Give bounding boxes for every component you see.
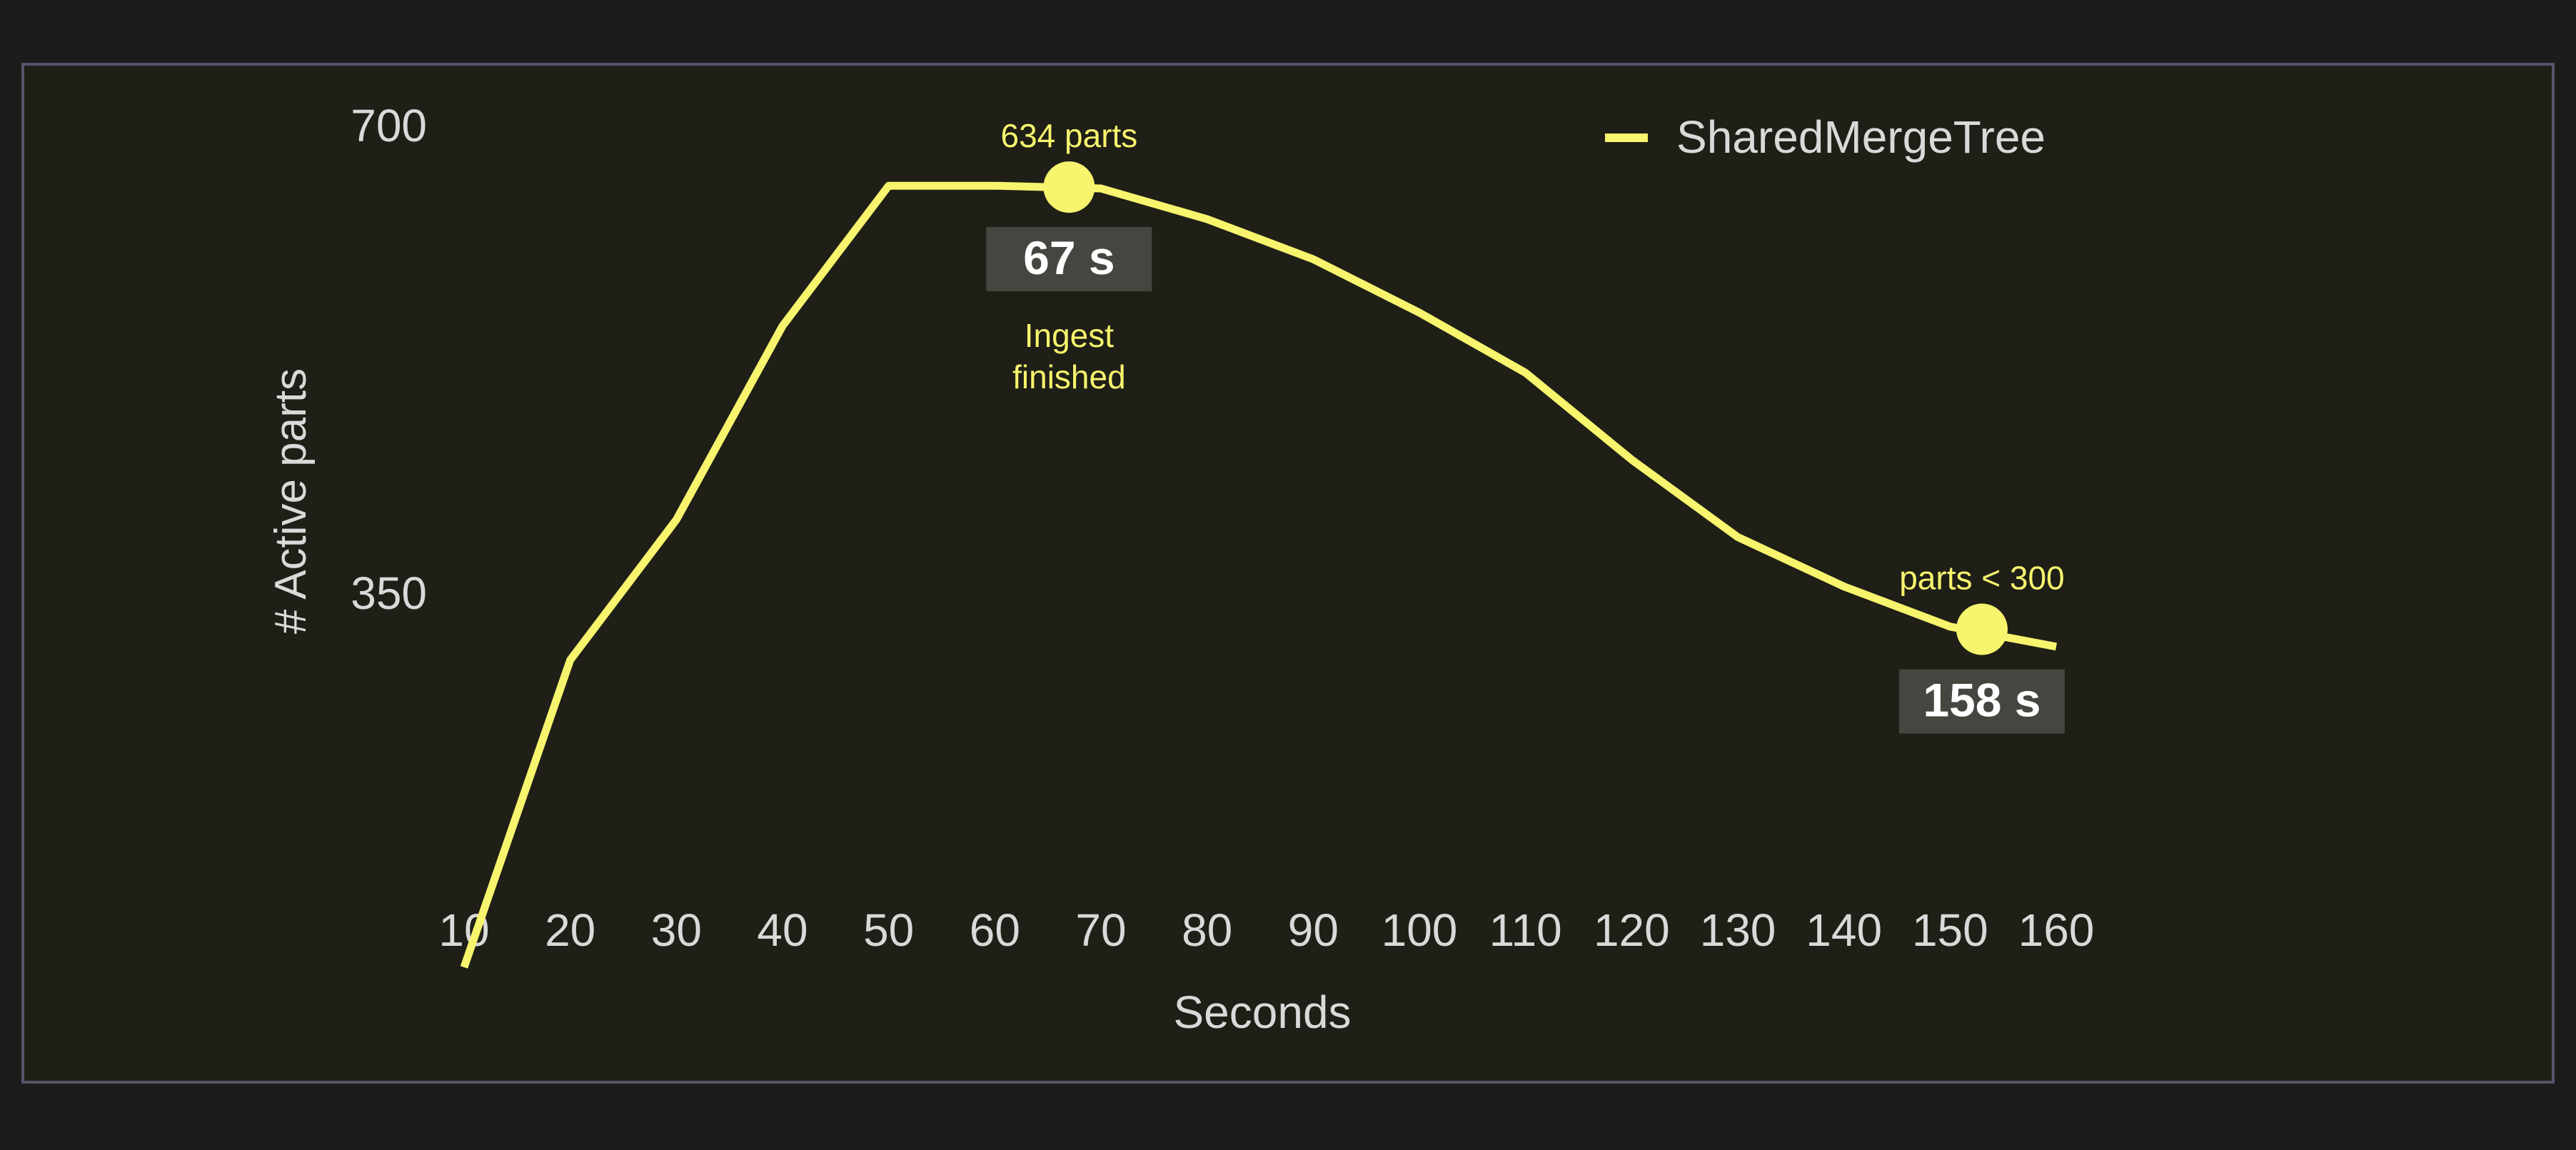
- chart-panel: [21, 63, 2555, 1084]
- x-tick-label: 90: [1288, 904, 1339, 956]
- y-tick-label: 350: [351, 568, 427, 619]
- annotation-marker: [1956, 603, 2008, 655]
- x-tick-label: 130: [1700, 904, 1776, 956]
- x-tick-label: 160: [2018, 904, 2095, 956]
- annotation-label-below: Ingest: [1025, 317, 1115, 354]
- annotation-label-below: finished: [1012, 358, 1126, 395]
- annotation-badge-text: 67 s: [1023, 231, 1115, 284]
- series-layer: [460, 181, 2058, 969]
- y-axis-ticks: 700 350: [351, 100, 427, 619]
- annotation-label-above: parts < 300: [1899, 560, 2064, 597]
- y-axis-label: # Active parts: [266, 368, 316, 634]
- annotation-marker: [1043, 161, 1095, 213]
- legend: SharedMergeTree: [1605, 111, 2046, 163]
- y-tick-label: 700: [351, 100, 427, 151]
- legend-label-sharedmergetree: SharedMergeTree: [1676, 111, 2046, 163]
- x-tick-label: 50: [863, 904, 914, 956]
- x-tick-label: 100: [1382, 904, 1458, 956]
- x-tick-label: 140: [1806, 904, 1882, 956]
- x-axis-label: Seconds: [1173, 987, 1351, 1038]
- x-tick-label: 150: [1912, 904, 1988, 956]
- x-tick-label: 120: [1594, 904, 1670, 956]
- x-tick-label: 60: [970, 904, 1020, 956]
- x-tick-label: 70: [1075, 904, 1126, 956]
- x-tick-label: 80: [1182, 904, 1232, 956]
- x-tick-label: 30: [651, 904, 702, 956]
- annotation-badge: [986, 227, 1152, 292]
- x-tick-label: 20: [545, 904, 595, 956]
- x-tick-label: 110: [1489, 904, 1562, 956]
- annotations-layer: 634 parts 67 s Ingest finished parts < 300 15…: [986, 117, 2065, 734]
- annotation-badge-text: 158 s: [1923, 674, 2041, 727]
- annotation-label-above: 634 parts: [1001, 117, 1138, 154]
- annotation-badge: [1898, 669, 2065, 734]
- x-tick-label: 40: [757, 904, 807, 956]
- series-line-sharedmergetree: [460, 181, 2058, 969]
